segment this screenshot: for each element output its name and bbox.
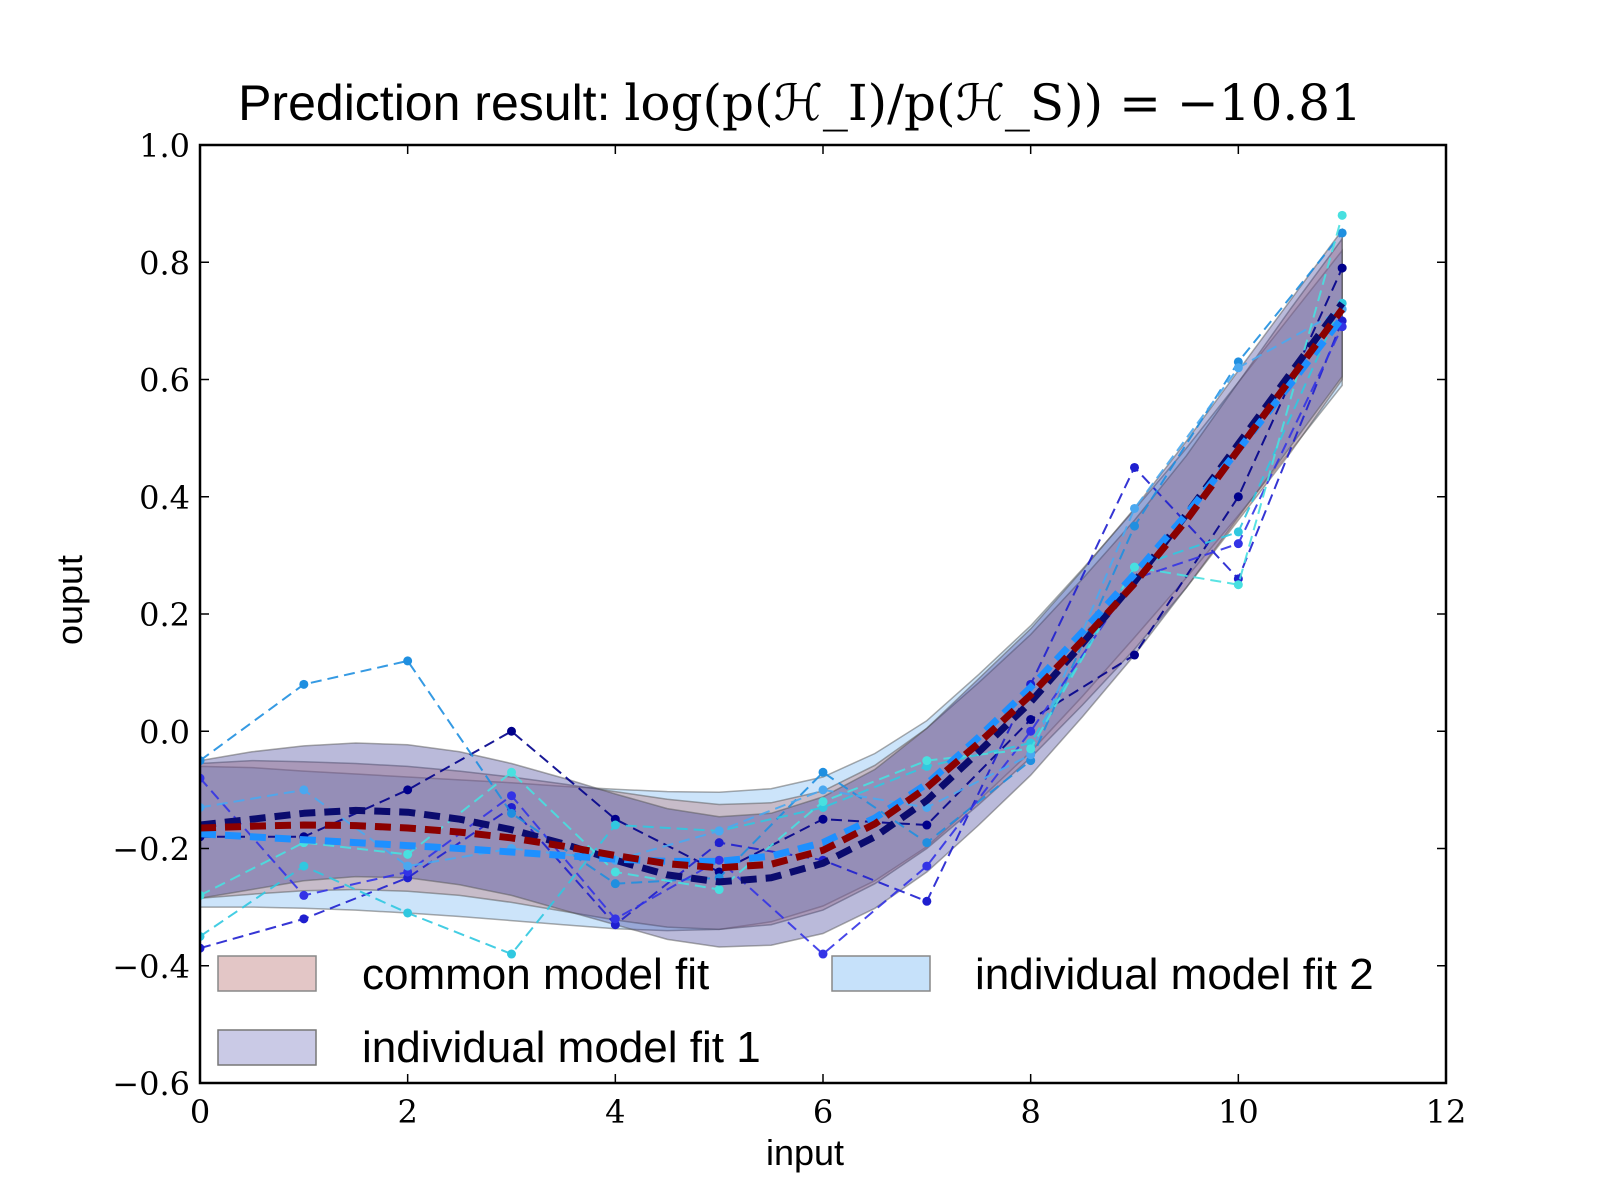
axis-ticks bbox=[199, 144, 1447, 1084]
legend-swatch-individual-1 bbox=[217, 1029, 317, 1066]
replicate-point bbox=[714, 838, 724, 848]
x-tick-label: 8 bbox=[1020, 1093, 1040, 1131]
x-tick-label: 0 bbox=[190, 1093, 210, 1131]
replicate-point bbox=[818, 814, 828, 824]
replicate-point bbox=[1130, 521, 1139, 531]
replicate-point bbox=[610, 867, 620, 877]
legend-label-individual-1: individual model fit 1 bbox=[362, 1023, 761, 1072]
y-tick-label: −0.4 bbox=[112, 948, 190, 986]
replicate-point bbox=[403, 785, 413, 795]
replicate-point bbox=[714, 855, 724, 865]
replicate-point bbox=[610, 914, 620, 924]
chart-title: Prediction result: log(p(ℋ_I)/p(ℋ_S)) = … bbox=[238, 74, 1362, 132]
y-axis-label: ouput bbox=[49, 555, 90, 645]
legend-swatch-common bbox=[217, 955, 317, 992]
x-tick-label: 10 bbox=[1218, 1093, 1259, 1131]
replicate-point bbox=[1233, 363, 1243, 373]
replicate-point bbox=[299, 914, 309, 924]
replicate-point bbox=[1233, 539, 1243, 549]
replicate-point bbox=[714, 885, 724, 895]
legend-label-individual-2: individual model fit 2 bbox=[975, 950, 1374, 999]
replicate-point bbox=[299, 679, 309, 689]
replicate-point bbox=[1337, 263, 1347, 273]
replicate-point bbox=[1130, 503, 1139, 513]
replicate-point bbox=[299, 861, 309, 871]
replicate-point bbox=[1337, 228, 1347, 238]
replicate-point bbox=[818, 767, 828, 777]
replicate-point bbox=[403, 849, 413, 859]
plot-area bbox=[200, 210, 1347, 959]
replicate-point bbox=[403, 656, 413, 666]
replicate-point bbox=[922, 861, 932, 871]
y-tick-label: −0.2 bbox=[112, 831, 190, 869]
replicate-point bbox=[1337, 210, 1347, 220]
replicate-point bbox=[1130, 562, 1139, 572]
replicate-point bbox=[818, 785, 828, 795]
replicate-point bbox=[922, 838, 932, 848]
legend: common model fit individual model fit 2 … bbox=[217, 950, 1374, 1072]
mean-common bbox=[200, 307, 1346, 872]
replicate-line-6 bbox=[200, 308, 1343, 868]
replicate-point bbox=[922, 756, 932, 766]
mean-fit-lines bbox=[200, 301, 1346, 886]
y-tick-label: −0.6 bbox=[112, 1065, 190, 1103]
replicate-point bbox=[1233, 527, 1243, 537]
replicate-point bbox=[507, 808, 516, 818]
replicate-line-5 bbox=[200, 326, 1344, 956]
replicate-line-3 bbox=[200, 232, 1343, 885]
y-tick-label: 0.0 bbox=[139, 713, 190, 751]
y-tick-label: 0.6 bbox=[139, 362, 190, 400]
replicate-point bbox=[1026, 715, 1036, 725]
x-tick-label: 12 bbox=[1426, 1093, 1467, 1131]
y-tick-label: 0.2 bbox=[139, 596, 190, 634]
x-axis-label: input bbox=[766, 1132, 844, 1173]
replicate-line-4 bbox=[200, 302, 1344, 956]
replicate-point bbox=[1130, 462, 1139, 472]
y-tick-label: 1.0 bbox=[139, 127, 190, 165]
replicate-point bbox=[299, 890, 309, 900]
replicate-point bbox=[403, 908, 413, 918]
replicate-point bbox=[922, 820, 932, 830]
replicate-point bbox=[403, 861, 413, 871]
legend-swatch-individual-2 bbox=[831, 955, 931, 992]
y-tick-label: 0.8 bbox=[139, 244, 190, 282]
y-tick-labels: −0.6 −0.4 −0.2 0.0 0.2 0.4 0.6 0.8 1.0 bbox=[112, 127, 190, 1103]
replicate-point bbox=[818, 949, 828, 959]
replicate-point bbox=[507, 726, 516, 736]
replicate-point bbox=[1026, 726, 1036, 736]
replicate-point bbox=[714, 826, 724, 836]
band-individual-1 bbox=[200, 227, 1343, 948]
replicate-point bbox=[299, 785, 309, 795]
replicate-point bbox=[610, 820, 620, 830]
replicate-point bbox=[507, 767, 516, 777]
replicate-series bbox=[200, 210, 1347, 959]
replicate-point bbox=[1130, 650, 1139, 660]
mean-individual-2 bbox=[200, 315, 1345, 865]
x-tick-labels: 0 2 4 6 8 10 12 bbox=[190, 1093, 1467, 1131]
x-tick-label: 4 bbox=[605, 1093, 625, 1131]
replicate-point bbox=[610, 879, 620, 889]
legend-label-common: common model fit bbox=[362, 950, 709, 999]
replicate-point bbox=[1233, 492, 1243, 502]
replicate-point bbox=[1026, 744, 1036, 754]
replicate-line-2 bbox=[200, 320, 1344, 950]
replicate-point bbox=[1233, 580, 1243, 590]
replicate-point bbox=[507, 949, 516, 959]
x-tick-label: 2 bbox=[397, 1093, 417, 1131]
replicate-point bbox=[922, 896, 932, 906]
confidence-bands bbox=[200, 227, 1343, 948]
replicate-line-7 bbox=[200, 215, 1344, 897]
replicate-point bbox=[507, 791, 516, 801]
x-tick-label: 6 bbox=[813, 1093, 833, 1131]
y-tick-label: 0.4 bbox=[139, 479, 190, 517]
replicate-point bbox=[818, 797, 828, 807]
